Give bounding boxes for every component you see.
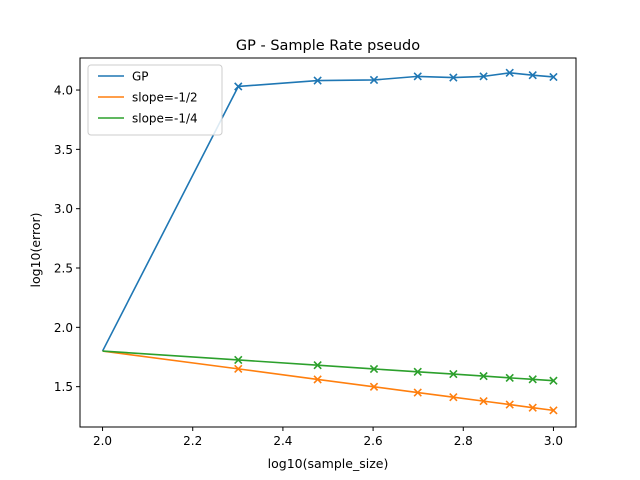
- y-tick-label-0: 1.5: [54, 380, 73, 394]
- x-axis-label: log10(sample_size): [268, 456, 389, 471]
- legend-label-0: GP: [132, 70, 149, 84]
- data-point-0-8: [528, 71, 537, 80]
- data-point-1-1: [234, 364, 243, 374]
- data-point-1-9: [549, 406, 558, 415]
- data-point-1-8: [528, 403, 537, 412]
- data-point-0-3: [369, 75, 379, 85]
- series-line-2: [102, 350, 554, 382]
- data-point-0-6: [479, 72, 488, 81]
- legend: GP slope=-1/2 slope=-1/4: [87, 64, 223, 136]
- data-point-1-2: [313, 375, 322, 384]
- y-tick-label-3: 3.0: [54, 202, 73, 216]
- data-point-1-3: [369, 382, 379, 391]
- legend-label-1: slope=-1/2: [132, 91, 198, 105]
- x-tick-label-2: 2.4: [273, 434, 292, 448]
- x-tick-label-1: 2.2: [183, 434, 202, 448]
- y-tick-label-5: 4.0: [54, 84, 73, 98]
- plot-area: 2.0 2.2 2.4 2.6 2.8 3.0 1.5 2.0 2.5 3.0 3.5 4.0: [54, 57, 577, 448]
- chart-title: GP - Sample Rate pseudo: [236, 38, 420, 54]
- data-point-2-3: [369, 364, 379, 374]
- y-tick-label-1: 2.0: [54, 321, 73, 335]
- series-line-0: [101, 72, 554, 352]
- data-point-2-5: [449, 369, 458, 379]
- data-point-2-4: [413, 367, 422, 376]
- axes-frame: [79, 57, 577, 428]
- y-tick-label-4: 3.5: [54, 143, 73, 157]
- data-point-2-7: [505, 373, 514, 383]
- x-tick-label-5: 3.0: [544, 434, 563, 448]
- x-tick-label-4: 2.8: [454, 434, 473, 448]
- legend-label-2: slope=-1/4: [132, 112, 198, 126]
- data-point-1-5: [449, 393, 458, 402]
- data-point-1-6: [479, 396, 488, 406]
- data-point-2-8: [528, 375, 537, 384]
- data-point-1-7: [505, 400, 514, 409]
- y-axis-label: log10(error): [28, 213, 43, 288]
- y-tick-label-2: 2.5: [54, 262, 73, 276]
- x-tick-label-0: 2.0: [93, 434, 112, 448]
- data-point-0-9: [549, 72, 558, 82]
- data-point-2-9: [549, 376, 558, 385]
- x-tick-label-3: 2.6: [364, 434, 383, 448]
- data-point-2-1: [234, 355, 243, 365]
- data-point-0-1: [234, 82, 243, 91]
- data-point-0-2: [313, 76, 322, 85]
- data-point-0-4: [413, 72, 422, 81]
- data-point-2-2: [313, 361, 322, 370]
- series-line-1: [102, 350, 554, 412]
- data-point-2-6: [479, 371, 488, 381]
- data-point-0-7: [505, 68, 514, 77]
- data-point-0-5: [449, 73, 458, 82]
- data-point-1-4: [413, 388, 422, 397]
